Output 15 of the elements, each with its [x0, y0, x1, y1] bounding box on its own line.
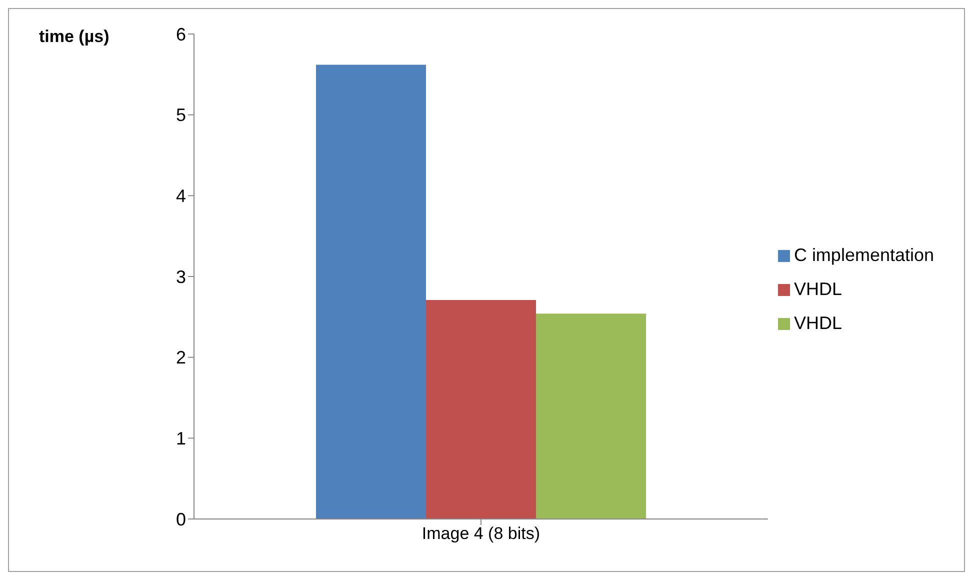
legend-label: C implementation [794, 245, 934, 265]
y-tick-label: 4 [176, 186, 186, 206]
y-tick-label: 3 [176, 266, 186, 287]
y-tick-label: 1 [176, 428, 186, 449]
legend-label: VHDL [794, 279, 842, 299]
y-tick-label: 2 [176, 348, 186, 368]
y-tick-label: 0 [176, 509, 186, 530]
y-axis-title: time (µs) [39, 27, 110, 47]
y-tick-label: 5 [176, 105, 186, 126]
x-tick-label: Image 4 (8 bits) [422, 524, 540, 544]
legend-label: VHDL [794, 313, 842, 333]
bar [316, 64, 426, 519]
bar [426, 300, 536, 519]
y-tick-label: 6 [176, 24, 186, 44]
bar [536, 314, 646, 519]
